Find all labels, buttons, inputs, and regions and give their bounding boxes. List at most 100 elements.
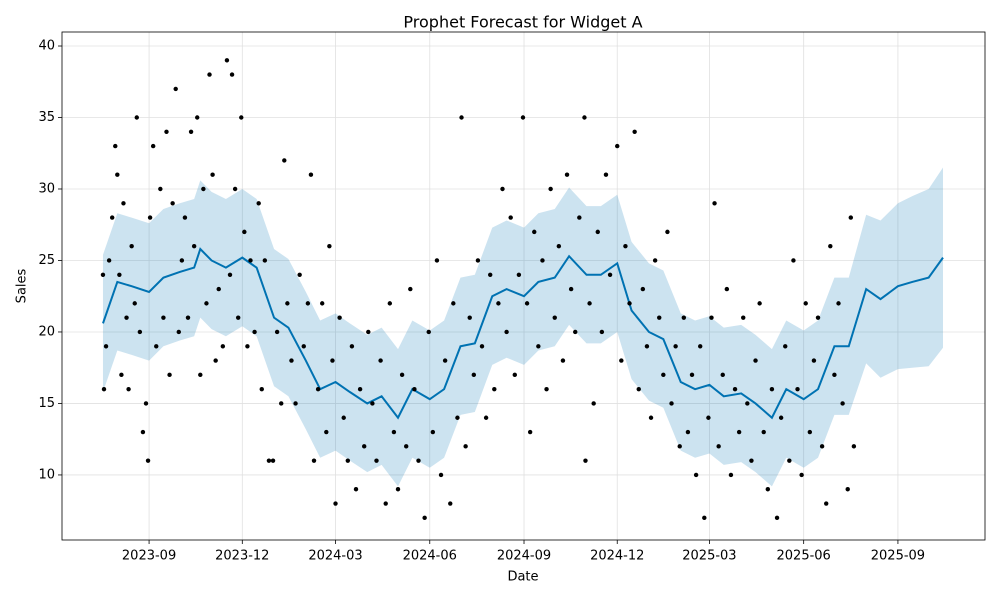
observed-point — [387, 301, 393, 306]
observed-point — [840, 401, 845, 406]
observed-point — [235, 315, 241, 320]
observed-point — [492, 386, 497, 392]
observed-point — [370, 401, 375, 406]
observed-point — [101, 386, 107, 392]
observed-point — [595, 229, 600, 235]
observed-point — [753, 358, 758, 363]
observed-point — [262, 258, 268, 263]
observed-point — [315, 386, 321, 392]
observed-point — [819, 444, 825, 449]
observed-point — [327, 243, 332, 249]
axes-frame — [61, 31, 986, 541]
observed-point — [720, 372, 725, 378]
observed-point — [430, 429, 436, 435]
observed-point — [500, 186, 505, 192]
observed-point — [383, 501, 388, 506]
observed-point — [736, 429, 742, 435]
observed-point — [467, 315, 472, 320]
observed-point — [173, 86, 178, 92]
observed-point — [791, 258, 796, 263]
observed-point — [256, 201, 261, 206]
observed-point — [479, 344, 485, 349]
observed-point — [188, 129, 194, 134]
observed-point — [677, 444, 682, 449]
observed-point — [573, 329, 578, 335]
observed-point — [408, 286, 413, 292]
observed-point — [504, 329, 509, 335]
observed-point — [774, 515, 780, 521]
observed-point — [745, 401, 750, 406]
observed-point — [787, 458, 792, 463]
observed-point — [179, 258, 185, 263]
observed-point — [761, 429, 766, 435]
observed-point — [154, 344, 159, 349]
observed-point — [167, 372, 172, 378]
observed-point — [391, 429, 397, 435]
observed-point — [103, 344, 109, 349]
observed-point — [132, 301, 137, 306]
observed-point — [282, 158, 287, 163]
observed-point — [741, 315, 746, 320]
observed-point — [564, 172, 570, 177]
observed-point — [239, 115, 244, 120]
observed-point — [648, 415, 654, 420]
observed-point — [293, 401, 298, 406]
x-axis-label: Date — [507, 570, 538, 585]
observed-point — [191, 243, 197, 249]
observed-point — [693, 472, 699, 478]
observed-point — [619, 358, 624, 363]
observed-point — [749, 458, 754, 463]
observed-point — [357, 386, 363, 392]
observed-point — [266, 458, 272, 463]
observed-point — [305, 301, 311, 306]
observed-point — [669, 401, 674, 406]
observed-point — [836, 301, 841, 306]
observed-point — [851, 444, 857, 449]
observed-point — [224, 58, 230, 63]
observed-point — [124, 315, 129, 320]
observed-point — [442, 358, 448, 363]
observed-point — [416, 458, 421, 463]
observed-point — [712, 201, 717, 206]
observed-point — [795, 386, 800, 392]
observed-point — [353, 487, 359, 492]
observed-point — [807, 429, 813, 435]
observed-point — [438, 472, 444, 478]
observed-point — [229, 72, 235, 77]
x-tick-label: 2024-03 — [308, 549, 362, 564]
observed-point — [448, 501, 453, 506]
observed-point — [117, 272, 122, 277]
observed-point — [129, 243, 134, 249]
observed-point — [204, 301, 209, 306]
observed-point — [185, 315, 191, 320]
observed-point — [845, 487, 850, 492]
observed-point — [320, 301, 325, 306]
observed-point — [560, 358, 566, 363]
observed-point — [362, 444, 367, 449]
observed-point — [599, 329, 605, 335]
observed-point — [568, 286, 574, 292]
observed-point — [195, 115, 200, 120]
observed-point — [242, 229, 247, 235]
observed-point — [640, 286, 646, 292]
observed-point — [341, 415, 346, 420]
observed-point — [765, 487, 771, 492]
observed-point — [552, 315, 557, 320]
observed-point — [698, 344, 703, 349]
observed-point — [366, 329, 371, 335]
observed-point — [121, 201, 126, 206]
uncertainty-band — [102, 167, 943, 487]
observed-point — [201, 186, 206, 192]
observed-point — [728, 472, 734, 478]
observed-point — [582, 115, 587, 120]
observed-point — [615, 143, 620, 149]
observed-point — [259, 386, 264, 392]
observed-point — [161, 315, 166, 320]
observed-point — [198, 372, 203, 378]
observed-point — [548, 186, 553, 192]
observed-point — [778, 415, 784, 420]
observed-point — [164, 129, 169, 134]
observed-point — [657, 315, 662, 320]
x-tick-label: 2023-12 — [215, 549, 269, 564]
